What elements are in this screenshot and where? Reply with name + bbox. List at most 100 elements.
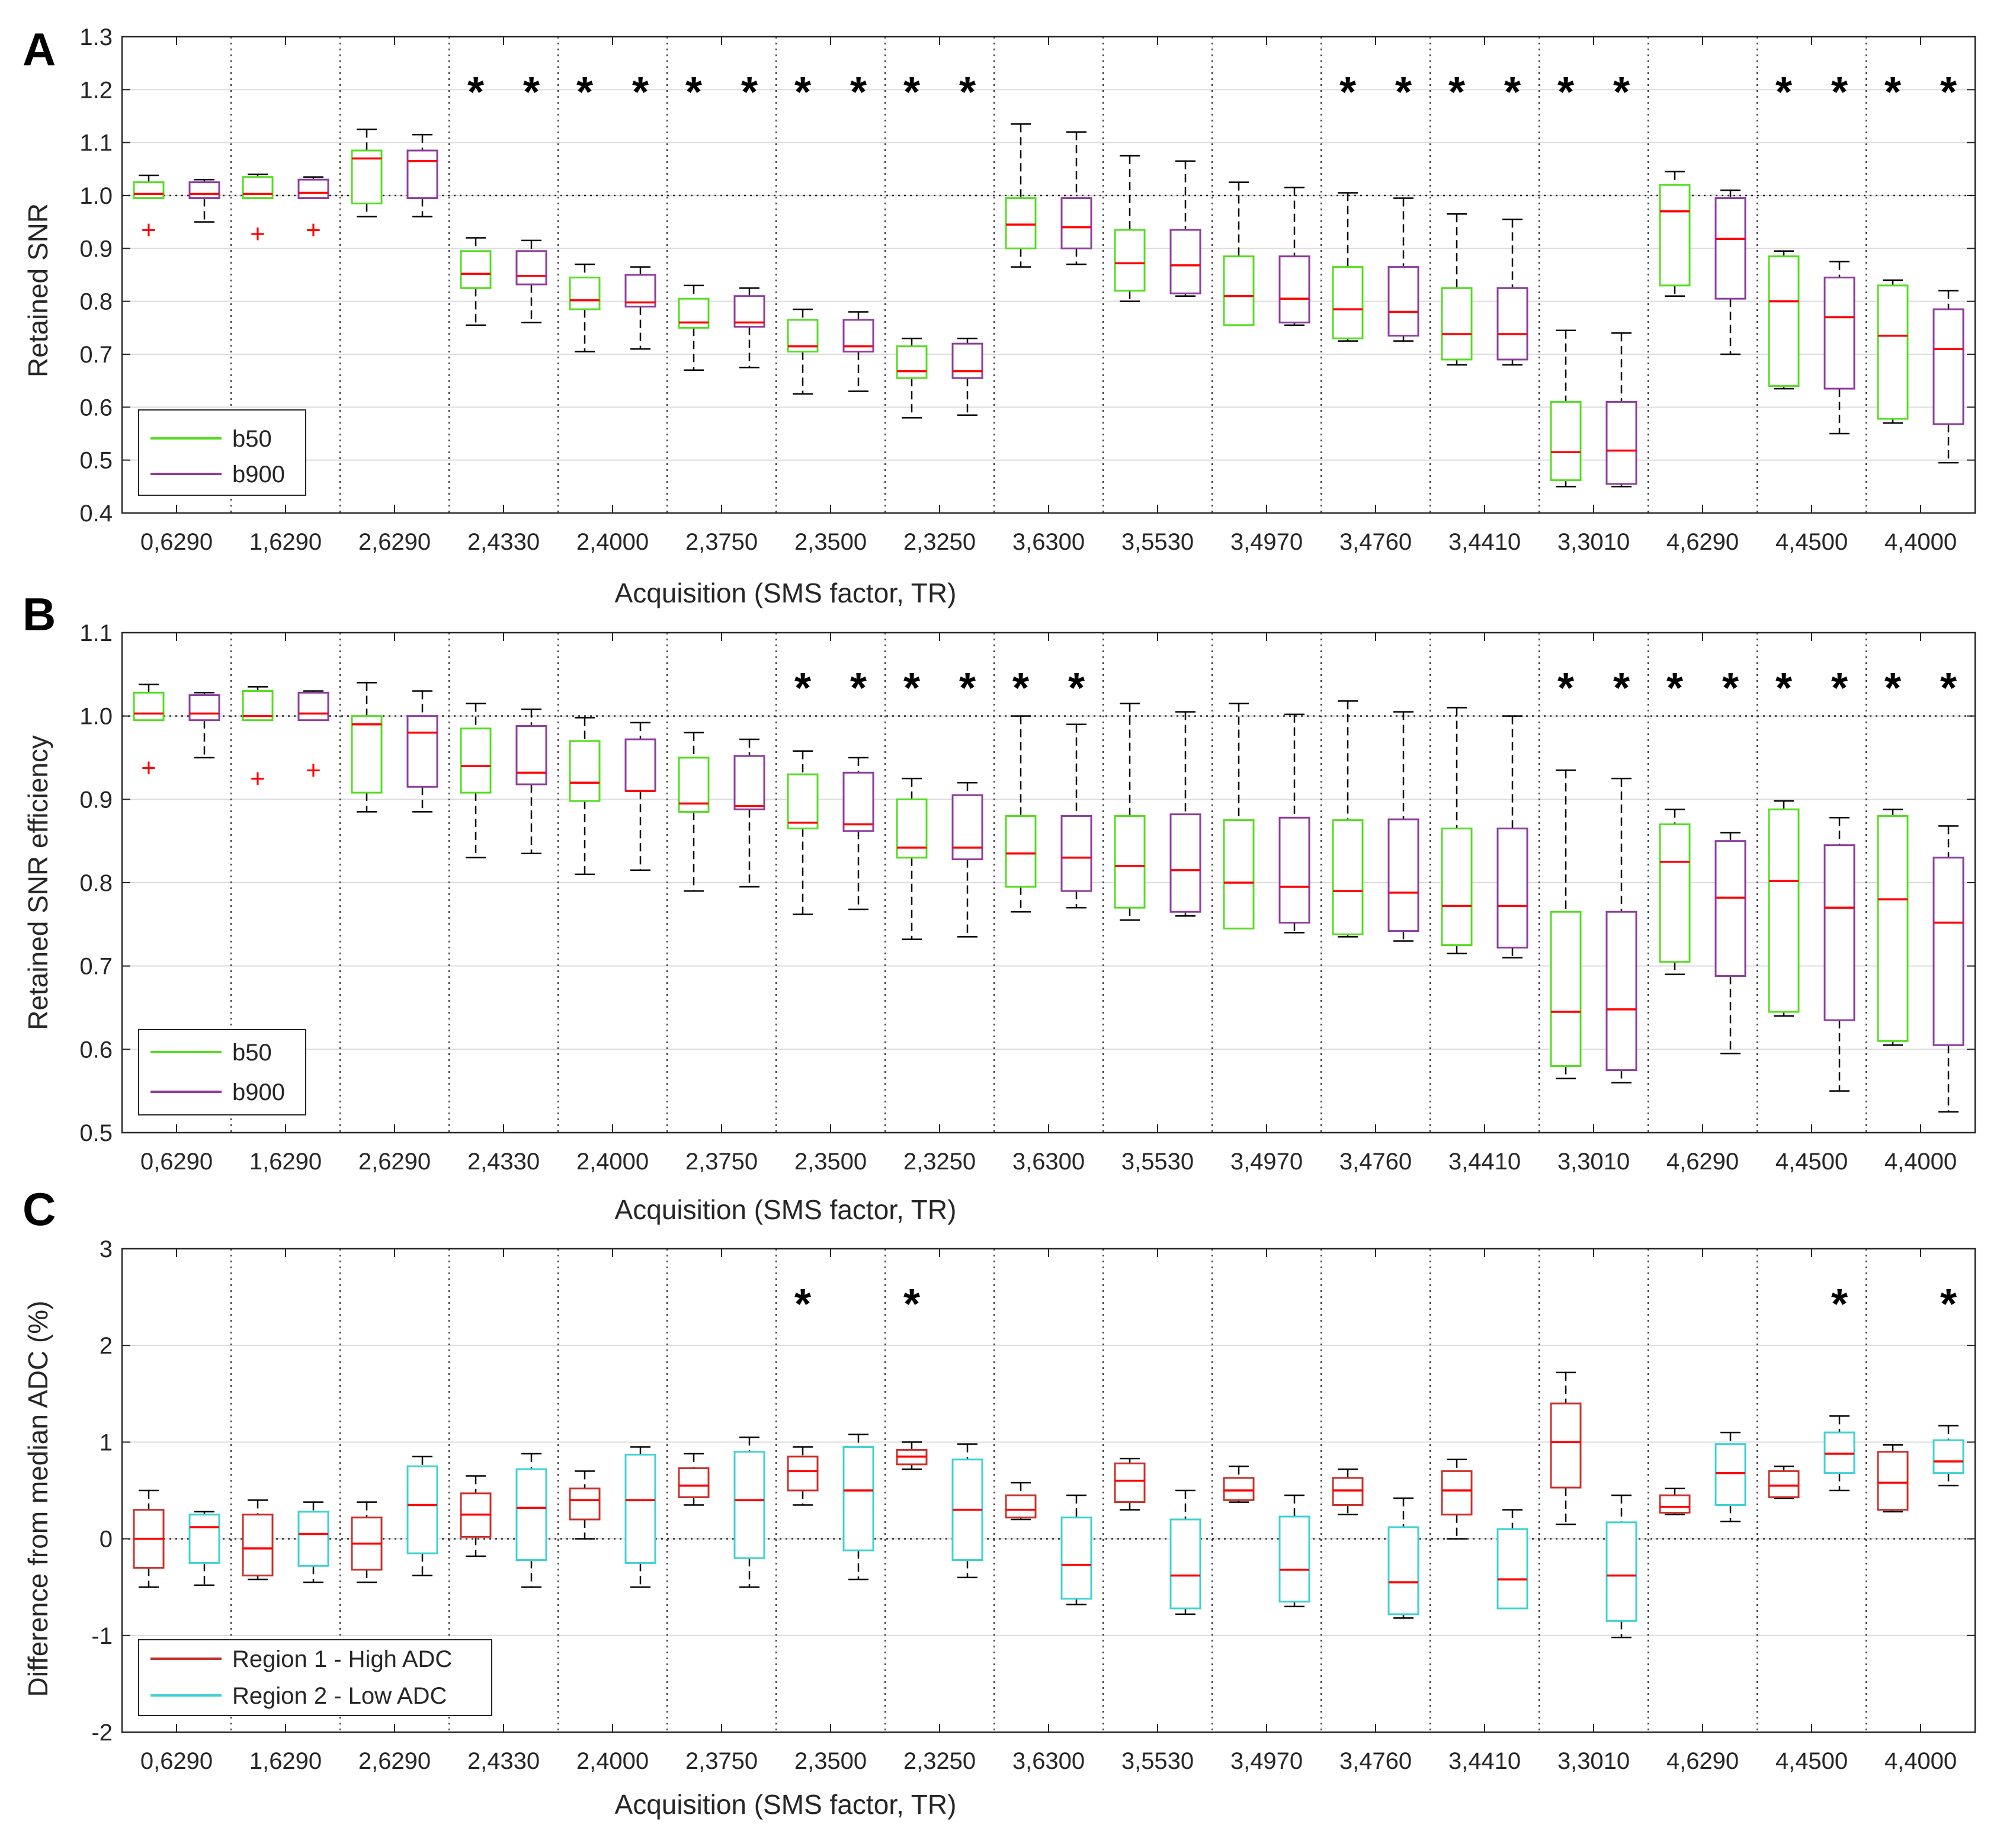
significance-star: * bbox=[850, 665, 867, 712]
iqr-box bbox=[1169, 229, 1201, 294]
box-region1 bbox=[1659, 1487, 1691, 1516]
significance-star: * bbox=[1831, 665, 1848, 712]
box-b900 bbox=[515, 708, 547, 855]
x-axis-label-c: Acquisition (SMS factor, TR) bbox=[615, 1789, 957, 1820]
box-region1 bbox=[351, 1501, 383, 1583]
box-region2 bbox=[188, 1511, 220, 1586]
box-region1 bbox=[1441, 1458, 1473, 1540]
significance-star: * bbox=[576, 69, 593, 116]
x-tick-label: 2,3250 bbox=[903, 1149, 976, 1175]
box-b900 bbox=[951, 781, 983, 938]
iqr-box bbox=[1877, 284, 1909, 420]
x-tick-label: 2,4000 bbox=[576, 1149, 649, 1175]
box-b50 bbox=[787, 750, 819, 915]
significance-star: * bbox=[850, 69, 867, 116]
iqr-box bbox=[569, 276, 601, 310]
x-tick-label: 2,6290 bbox=[358, 1149, 431, 1175]
x-tick-label: 0,6290 bbox=[140, 1149, 213, 1175]
significance-star: * bbox=[1831, 69, 1848, 116]
box-b50 bbox=[1877, 279, 1909, 424]
significance-star: * bbox=[794, 665, 811, 712]
iqr-box bbox=[1005, 1494, 1037, 1519]
legend-box-c bbox=[138, 1639, 492, 1716]
box-region1 bbox=[1877, 1444, 1909, 1513]
box-b900 bbox=[297, 690, 329, 722]
iqr-box bbox=[1441, 1470, 1473, 1516]
box-b50 bbox=[1659, 171, 1691, 297]
box-region2 bbox=[1169, 1489, 1201, 1615]
box-b50 bbox=[242, 174, 274, 199]
iqr-box bbox=[1387, 818, 1419, 932]
iqr-box bbox=[1659, 823, 1691, 963]
iqr-box bbox=[1223, 1477, 1255, 1501]
box-b50 bbox=[1005, 123, 1037, 268]
iqr-box bbox=[733, 755, 765, 810]
box-region1 bbox=[1223, 1465, 1255, 1503]
box-b900 bbox=[842, 756, 874, 911]
x-tick-label: 4,6290 bbox=[1666, 1748, 1739, 1774]
box-region2 bbox=[1387, 1497, 1419, 1619]
x-tick-label: 2,4000 bbox=[576, 1748, 649, 1774]
iqr-box bbox=[242, 1514, 274, 1577]
iqr-box bbox=[1114, 229, 1146, 292]
box-region2 bbox=[1060, 1494, 1092, 1605]
iqr-box bbox=[1550, 911, 1582, 1067]
box-region1 bbox=[896, 1441, 928, 1470]
box-b50 bbox=[1659, 808, 1691, 975]
box-region1 bbox=[1768, 1465, 1800, 1499]
box-region1 bbox=[133, 1489, 165, 1588]
iqr-box bbox=[297, 1511, 329, 1567]
iqr-box bbox=[1932, 308, 1964, 425]
significance-star: * bbox=[685, 69, 702, 116]
x-tick-label: 3,5530 bbox=[1121, 1149, 1194, 1175]
iqr-box bbox=[188, 1514, 220, 1564]
significance-star: * bbox=[1448, 69, 1465, 116]
iqr-box bbox=[1332, 819, 1364, 935]
x-tick-label: 4,4000 bbox=[1884, 1149, 1957, 1175]
x-tick-label: 4,4500 bbox=[1775, 1149, 1848, 1175]
x-tick-label: 4,6290 bbox=[1666, 529, 1739, 555]
panel-a: A Retained SNR Acquisition (SMS factor, … bbox=[23, 23, 1976, 608]
legend-label-region1-c: Region 1 - High ADC bbox=[232, 1646, 452, 1672]
iqr-box bbox=[1768, 1470, 1800, 1498]
box-b900 bbox=[1496, 715, 1528, 958]
legend-label-b50-b: b50 bbox=[232, 1040, 272, 1066]
x-tick-label: 2,6290 bbox=[358, 529, 431, 555]
iqr-box bbox=[297, 178, 329, 199]
box-b50 bbox=[133, 683, 165, 722]
box-b900 bbox=[1387, 197, 1419, 342]
box-region1 bbox=[1550, 1371, 1582, 1525]
significance-star: * bbox=[1775, 69, 1792, 116]
iqr-box bbox=[951, 794, 983, 861]
iqr-box bbox=[787, 773, 819, 830]
x-tick-label: 4,4500 bbox=[1775, 1748, 1848, 1774]
x-tick-label: 2,3250 bbox=[903, 529, 976, 555]
x-tick-label: 3,5530 bbox=[1121, 1748, 1194, 1774]
significance-star: * bbox=[523, 69, 540, 116]
iqr-box bbox=[1496, 287, 1528, 361]
iqr-box bbox=[1169, 813, 1201, 913]
iqr-box bbox=[1169, 1518, 1201, 1610]
significance-star: * bbox=[1666, 665, 1683, 712]
iqr-box bbox=[1278, 1515, 1310, 1603]
box-b50 bbox=[351, 682, 383, 813]
box-region2 bbox=[515, 1453, 547, 1588]
x-tick-label: 3,4410 bbox=[1448, 529, 1521, 555]
iqr-box bbox=[1060, 1517, 1092, 1600]
significance-star: * bbox=[1775, 665, 1792, 712]
box-b900 bbox=[188, 178, 220, 223]
iqr-box bbox=[1332, 266, 1364, 339]
iqr-box bbox=[1714, 840, 1746, 977]
significance-star: * bbox=[1613, 665, 1630, 712]
box-b900 bbox=[1496, 218, 1528, 366]
x-tick-label: 2,3250 bbox=[903, 1748, 976, 1774]
panel-letter-a: A bbox=[23, 23, 56, 75]
y-tick-label: 2 bbox=[100, 1333, 113, 1359]
box-b900 bbox=[1932, 825, 1964, 1113]
significance-star: * bbox=[1557, 69, 1574, 116]
y-tick-label: 1.1 bbox=[79, 620, 113, 646]
iqr-box bbox=[1714, 1443, 1746, 1506]
iqr-box bbox=[624, 274, 656, 308]
iqr-box bbox=[242, 176, 274, 199]
y-tick-label: 1.3 bbox=[79, 24, 113, 50]
